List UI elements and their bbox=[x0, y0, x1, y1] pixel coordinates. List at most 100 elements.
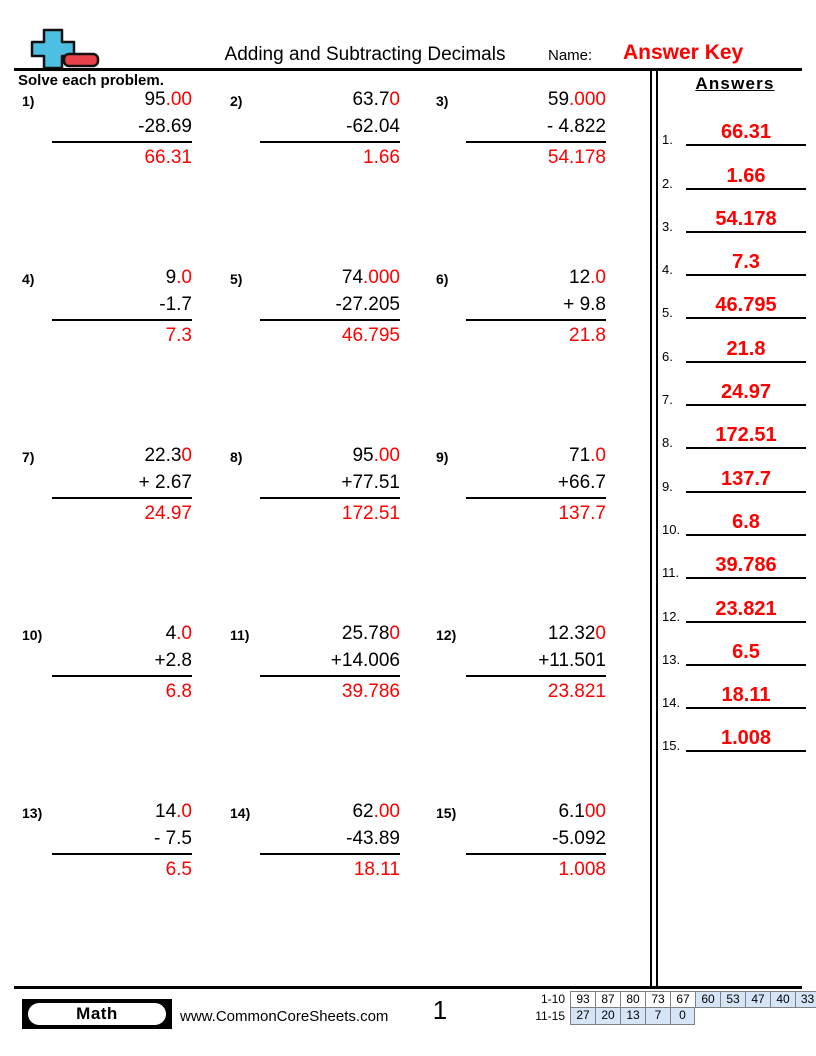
problem-operand-1: 63.70 bbox=[352, 89, 400, 110]
problem-stack: 74.000 -27.205 46.795 bbox=[260, 264, 400, 349]
answer-index: 6. bbox=[662, 348, 673, 364]
problem-answer: 18.11 bbox=[353, 859, 400, 880]
problem-item: 11) 25.780 +14.006 39.786 bbox=[218, 620, 408, 730]
problem-item: 6) 12.0 + 9.8 21.8 bbox=[424, 264, 614, 374]
answer-item: 3. 54.178 bbox=[662, 193, 808, 236]
problem-stack: 95.00 -28.69 66.31 bbox=[52, 86, 192, 171]
problem-operand-1: 74.000 bbox=[341, 267, 400, 288]
padding-zeros: .00 bbox=[373, 801, 400, 822]
problem-number: 3) bbox=[436, 93, 449, 109]
problem-stack: 62.00 -43.89 18.11 bbox=[260, 798, 400, 883]
problem-operand-2: -28.69 bbox=[52, 113, 192, 143]
problem-number: 7) bbox=[22, 449, 35, 465]
problem-operand-2: + 9.8 bbox=[466, 291, 606, 321]
score-cell: 87 bbox=[595, 991, 620, 1008]
problem-stack: 12.320 +11.501 23.821 bbox=[466, 620, 606, 705]
answer-index: 11. bbox=[662, 565, 680, 581]
score-row-label: 11-15 bbox=[535, 1009, 565, 1023]
score-cell: 80 bbox=[620, 991, 645, 1008]
problem-answer: 21.8 bbox=[569, 325, 606, 346]
score-table: 1-10 93 87 80 73 67 60 53 47 40 33 11-15 27 20 13 7 0 bbox=[528, 991, 816, 1025]
problem-item: 9) 71.0 +66.7 137.7 bbox=[424, 442, 614, 552]
problem-operand-2: -43.89 bbox=[260, 825, 400, 855]
problem-answer: 46.795 bbox=[341, 325, 400, 346]
problem-answer: 6.5 bbox=[165, 859, 192, 880]
answer-value: 66.31 bbox=[686, 121, 806, 147]
score-row: 1-10 93 87 80 73 67 60 53 47 40 33 bbox=[528, 991, 816, 1008]
problem-operand-1: 9.0 bbox=[165, 267, 192, 288]
answer-index: 13. bbox=[662, 651, 681, 667]
answer-item: 14. 18.11 bbox=[662, 669, 808, 712]
answer-value: 1.008 bbox=[686, 727, 806, 753]
answer-item: 4. 7.3 bbox=[662, 236, 808, 279]
score-cell: 67 bbox=[670, 991, 695, 1008]
answer-item: 15. 1.008 bbox=[662, 712, 808, 755]
score-cell: 93 bbox=[570, 991, 595, 1008]
site-url: www.CommonCoreSheets.com bbox=[180, 1008, 389, 1025]
problem-number: 11) bbox=[230, 627, 250, 643]
problem-operand-2: +77.51 bbox=[260, 469, 400, 499]
answer-item: 7. 24.97 bbox=[662, 366, 808, 409]
problem-answer: 172.51 bbox=[341, 503, 400, 524]
problem-number: 2) bbox=[230, 93, 243, 109]
answer-index: 4. bbox=[662, 262, 673, 278]
padding-zeros: .000 bbox=[363, 267, 400, 288]
answer-index: 2. bbox=[662, 175, 673, 191]
problem-operand-1: 22.30 bbox=[144, 445, 192, 466]
answer-value: 6.8 bbox=[686, 511, 806, 536]
answer-value: 54.178 bbox=[686, 208, 806, 233]
answer-index: 3. bbox=[662, 218, 673, 234]
problem-item: 13) 14.0 - 7.5 6.5 bbox=[10, 798, 200, 908]
answer-index: 12. bbox=[662, 608, 681, 624]
problem-item: 8) 95.00 +77.51 172.51 bbox=[218, 442, 408, 552]
problem-operand-1: 12.320 bbox=[547, 623, 606, 644]
score-cell: 73 bbox=[645, 991, 670, 1008]
header-divider bbox=[14, 68, 802, 71]
problem-operand-2: -1.7 bbox=[52, 291, 192, 321]
problem-item: 4) 9.0 -1.7 7.3 bbox=[10, 264, 200, 374]
answer-value: 24.97 bbox=[686, 381, 806, 407]
problem-item: 10) 4.0 +2.8 6.8 bbox=[10, 620, 200, 730]
problem-answer: 1.66 bbox=[363, 147, 400, 168]
score-cell: 53 bbox=[720, 991, 745, 1008]
answer-item: 1. 66.31 bbox=[662, 106, 808, 149]
answers-title: Answers bbox=[695, 74, 775, 93]
padding-zeros: 0 bbox=[389, 623, 400, 644]
worksheet-header: Adding and Subtracting Decimals Name: An… bbox=[0, 0, 816, 89]
answer-index: 15. bbox=[662, 738, 681, 754]
plus-minus-logo-icon bbox=[22, 26, 108, 68]
answer-value: 7.3 bbox=[686, 251, 806, 277]
answer-index: 9. bbox=[662, 478, 673, 494]
problem-number: 15) bbox=[436, 805, 457, 821]
problem-answer: 54.178 bbox=[547, 147, 606, 168]
problem-row: 1) 95.00 -28.69 66.31 2) 63.70 -62.04 1.66 3) 59.… bbox=[0, 86, 650, 264]
problem-operand-2: -27.205 bbox=[260, 291, 400, 321]
problem-operand-1: 4.0 bbox=[165, 623, 192, 644]
problem-operand-1: 62.00 bbox=[352, 801, 400, 822]
problem-answer: 39.786 bbox=[341, 681, 400, 702]
problem-stack: 12.0 + 9.8 21.8 bbox=[466, 264, 606, 349]
answer-value: 21.8 bbox=[686, 338, 806, 363]
problem-stack: 14.0 - 7.5 6.5 bbox=[52, 798, 192, 883]
problem-operand-1: 12.0 bbox=[569, 267, 606, 288]
answer-index: 7. bbox=[662, 392, 673, 408]
answer-index: 14. bbox=[662, 695, 681, 711]
problem-operand-2: +2.8 bbox=[52, 647, 192, 677]
problem-operand-1: 14.0 bbox=[155, 801, 192, 822]
padding-zeros: 0 bbox=[389, 89, 400, 110]
name-value: Answer Key bbox=[623, 41, 744, 64]
problem-number: 10) bbox=[22, 627, 43, 643]
problem-operand-2: - 7.5 bbox=[52, 825, 192, 855]
problem-operand-2: +66.7 bbox=[466, 469, 606, 499]
score-cell: 13 bbox=[620, 1008, 645, 1025]
problem-number: 4) bbox=[22, 271, 35, 287]
answer-item: 5. 46.795 bbox=[662, 279, 808, 322]
score-cell: 20 bbox=[595, 1008, 620, 1025]
padding-zeros: 00 bbox=[584, 801, 606, 822]
score-row: 11-15 27 20 13 7 0 bbox=[528, 1008, 816, 1025]
answer-index: 1. bbox=[662, 132, 673, 148]
padding-zeros: .0 bbox=[590, 267, 606, 288]
problem-item: 7) 22.30 + 2.67 24.97 bbox=[10, 442, 200, 552]
score-cell: 47 bbox=[745, 991, 770, 1008]
problem-item: 12) 12.320 +11.501 23.821 bbox=[424, 620, 614, 730]
